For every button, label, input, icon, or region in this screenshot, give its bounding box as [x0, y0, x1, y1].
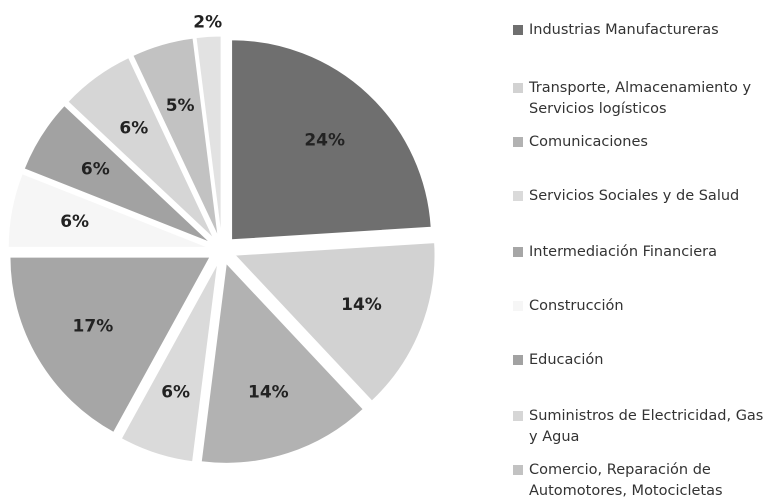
legend-label: Transporte, Almacenamiento y Servicios l… [529, 80, 752, 117]
data-label: 2% [193, 12, 222, 32]
data-label: 14% [341, 295, 382, 315]
pie-slice [132, 37, 219, 237]
legend-label: Construcción [529, 298, 624, 314]
pie-slice [7, 173, 209, 248]
pie-slice [200, 262, 364, 464]
pie-slice [9, 256, 211, 434]
legend-entry: Comunicaciones [513, 132, 768, 153]
legend-label: Comunicaciones [529, 134, 648, 150]
legend-swatch [513, 83, 523, 93]
legend-label: Intermediación Financiera [529, 244, 717, 260]
pie-slice [23, 104, 211, 243]
legend-entry: Transporte, Almacenamiento y Servicios l… [513, 78, 768, 120]
legend-label: Industrias Manufactureras [529, 22, 719, 38]
legend-entry: Industrias Manufactureras [513, 20, 768, 41]
legend-entry: Servicios Sociales y de Salud [513, 186, 768, 207]
pie-slice [67, 57, 215, 240]
data-label: 5% [166, 96, 195, 116]
data-label: 14% [248, 383, 289, 403]
data-label: 17% [73, 316, 114, 336]
legend-entry: Comercio, Reparación de Automotores, Mot… [513, 460, 768, 500]
legend-entry: Intermediación Financiera [513, 242, 768, 263]
pie-slice [233, 242, 436, 402]
legend-swatch [513, 191, 523, 201]
legend-label: Comercio, Reparación de Automotores, Mot… [529, 462, 723, 499]
data-label: 24% [304, 131, 345, 151]
data-label: 6% [60, 212, 89, 232]
legend-entry: Construcción [513, 296, 768, 317]
pie-slice [195, 35, 222, 237]
legend-swatch [513, 355, 523, 365]
legend-swatch [513, 411, 523, 421]
legend-entry: Suministros de Electricidad, Gas y Agua [513, 406, 768, 448]
data-label: 6% [81, 160, 110, 180]
legend-swatch [513, 25, 523, 35]
legend-swatch [513, 247, 523, 257]
pie-slice [231, 39, 432, 241]
legend-swatch [513, 465, 523, 475]
legend-label: Suministros de Electricidad, Gas y Agua [529, 408, 764, 445]
data-label: 6% [161, 383, 190, 403]
legend-entry: Educación [513, 350, 768, 371]
data-label: 6% [119, 119, 148, 139]
pie: 24% 14% 14% 6% 17% 6% 6% 6% 5% 2% [7, 12, 436, 464]
legend-swatch [513, 301, 523, 311]
legend-swatch [513, 137, 523, 147]
legend-label: Educación [529, 352, 604, 368]
legend-label: Servicios Sociales y de Salud [529, 188, 740, 204]
pie-slice [120, 263, 219, 463]
